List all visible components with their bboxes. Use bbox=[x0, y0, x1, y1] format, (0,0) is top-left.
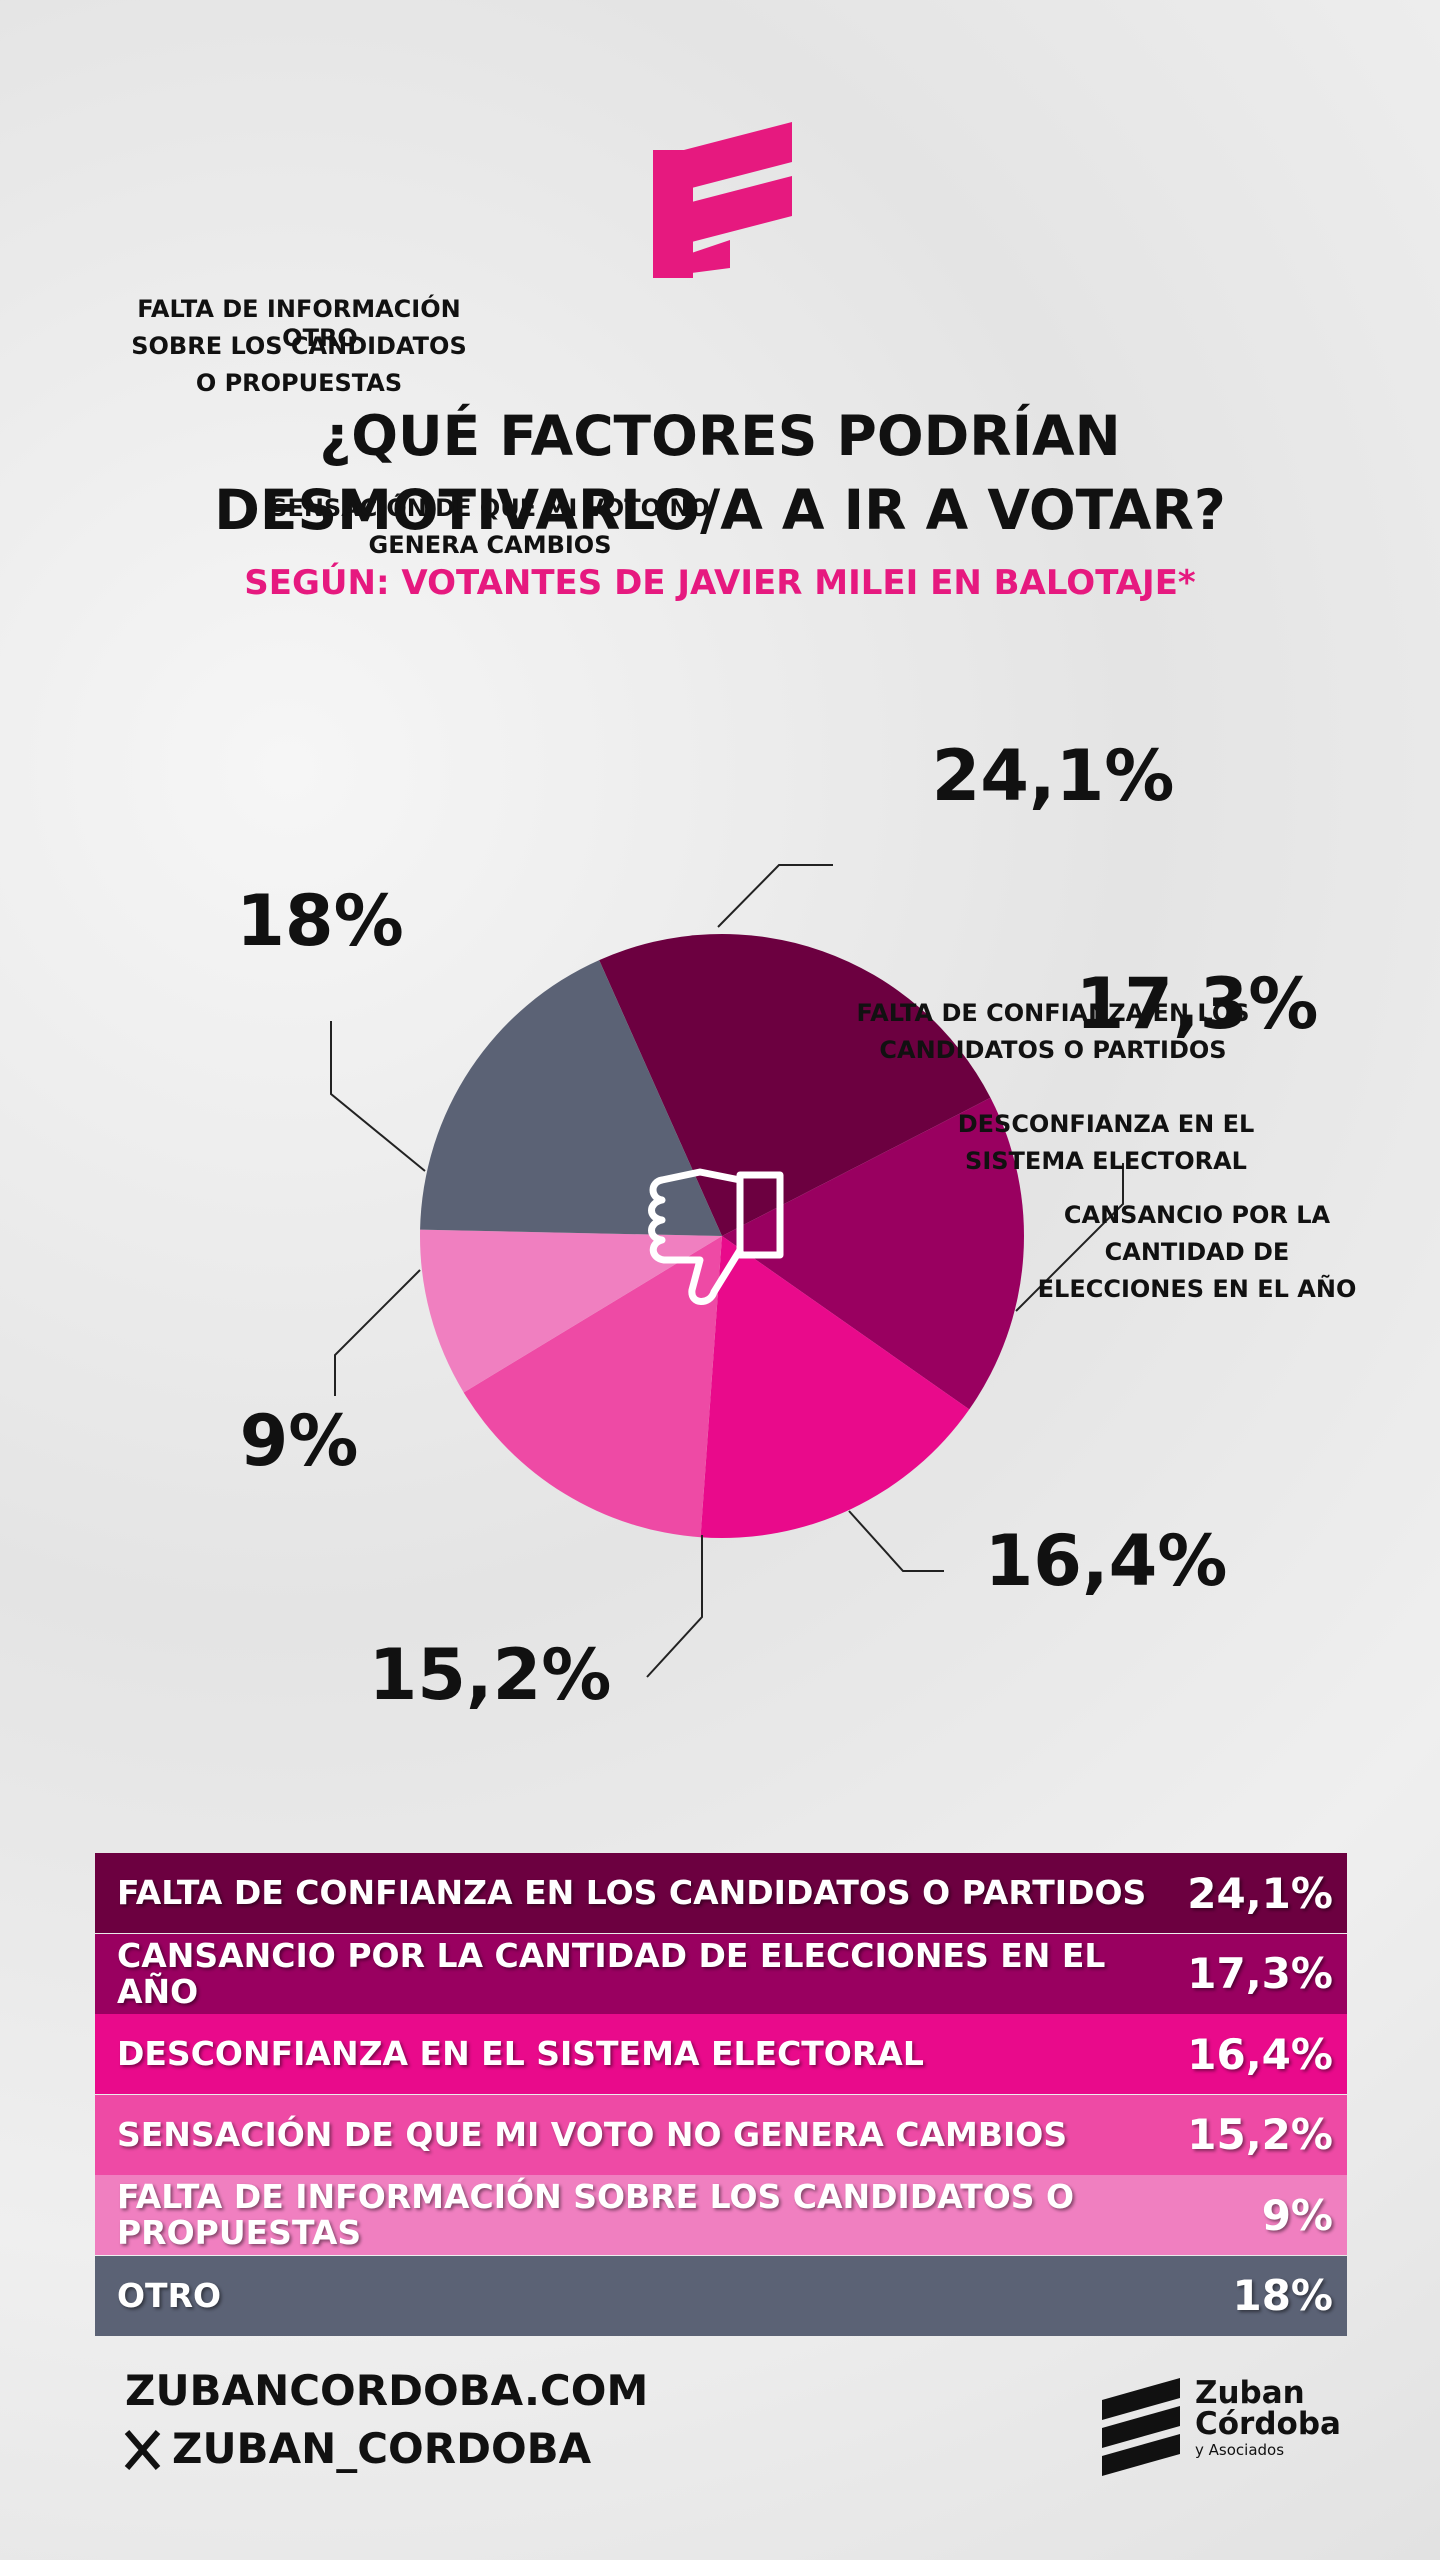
table-row: DESCONFIANZA EN EL SISTEMA ELECTORAL 16,4… bbox=[95, 2014, 1347, 2094]
social-handle: ZUBAN_CORDOBA bbox=[172, 2424, 592, 2473]
table-row: SENSACIÓN DE QUE MI VOTO NO GENERA CAMBI… bbox=[95, 2094, 1347, 2175]
pie-value-label: 17,3% bbox=[1075, 963, 1319, 1045]
row-category: CANSANCIO POR LA CANTIDAD DE ELECCIONES … bbox=[117, 1935, 1106, 2011]
pie-slice bbox=[419, 1229, 722, 1393]
brand-logo-mark bbox=[1102, 2378, 1180, 2476]
row-category: FALTA DE CONFIANZA EN LOS CANDIDATOS O P… bbox=[117, 1873, 1147, 1912]
row-category: OTRO bbox=[117, 2275, 222, 2315]
table-row: OTRO 18% bbox=[95, 2255, 1347, 2336]
pie-slice bbox=[722, 1097, 1024, 1410]
row-category: SENSACIÓN DE QUE MI VOTO NO GENERA CAMBI… bbox=[117, 2114, 1068, 2154]
pie-category-label: FALTA DE CONFIANZA EN LOS CANDIDATOS O P… bbox=[856, 999, 1250, 1064]
row-value: 24,1% bbox=[1187, 1868, 1333, 1918]
website: ZUBANCORDOBA.COM bbox=[125, 2366, 649, 2415]
pie-value-label: 16,4% bbox=[984, 1520, 1228, 1602]
row-value: 18% bbox=[1232, 2271, 1333, 2320]
row-category: FALTA DE INFORMACIÓN SOBRE LOS CANDIDATO… bbox=[117, 2177, 1075, 2252]
pie-slice bbox=[700, 1236, 970, 1538]
row-value: 9% bbox=[1261, 2190, 1333, 2240]
pie-value-label: 24,1% bbox=[931, 735, 1175, 817]
title-line: ¿QUÉ FACTORES PODRÍAN bbox=[319, 404, 1121, 468]
brand-name: Zuban Córdoba y Asociados bbox=[1195, 2378, 1341, 2460]
title-line: DESMOTIVARLO/A A IR A VOTAR? bbox=[214, 478, 1226, 542]
pie-value-label: 15,2% bbox=[368, 1634, 612, 1716]
brand-line: y Asociados bbox=[1195, 2441, 1285, 2459]
row-value: 17,3% bbox=[1187, 1949, 1333, 1998]
brand-line: Córdoba bbox=[1195, 2406, 1341, 2442]
pie-value-label: 9% bbox=[239, 1400, 359, 1482]
pie-value-label: 18% bbox=[236, 880, 404, 962]
pie-category-label: DESCONFIANZA EN EL SISTEMA ELECTORAL bbox=[957, 1110, 1255, 1175]
table-row: FALTA DE INFORMACIÓN SOBRE LOS CANDIDATO… bbox=[95, 2175, 1347, 2255]
subtitle: SEGÚN: VOTANTES DE JAVIER MILEI EN BALOT… bbox=[244, 563, 1196, 603]
pie-slice bbox=[463, 1236, 722, 1538]
row-category: DESCONFIANZA EN EL SISTEMA ELECTORAL bbox=[117, 2034, 924, 2073]
table-row: CANSANCIO POR LA CANTIDAD DE ELECCIONES … bbox=[95, 1933, 1347, 2014]
table-row: FALTA DE CONFIANZA EN LOS CANDIDATOS O P… bbox=[95, 1853, 1347, 1933]
top-logo bbox=[653, 122, 792, 278]
leader-lines bbox=[330, 864, 1124, 1678]
row-value: 16,4% bbox=[1187, 2029, 1333, 2079]
thumbs-down-icon bbox=[648, 1168, 784, 1305]
pie bbox=[419, 934, 1024, 1538]
pie-category-label: FALTA DE INFORMACIÓN SOBRE LOS CANDIDATO… bbox=[131, 295, 467, 397]
pie-category-label: SENSACIÓN DE QUE MI VOTO NO GENERA CAMBI… bbox=[270, 494, 710, 559]
row-value: 15,2% bbox=[1187, 2110, 1333, 2159]
pie-category-label: OTRO bbox=[282, 324, 358, 352]
pie-slice bbox=[599, 934, 991, 1236]
brand-line: Zuban bbox=[1195, 2375, 1305, 2411]
pie-slice bbox=[420, 960, 722, 1236]
x-icon bbox=[124, 2430, 161, 2470]
pie-category-label: CANSANCIO POR LA CANTIDAD DE ELECCIONES … bbox=[1037, 1201, 1357, 1303]
